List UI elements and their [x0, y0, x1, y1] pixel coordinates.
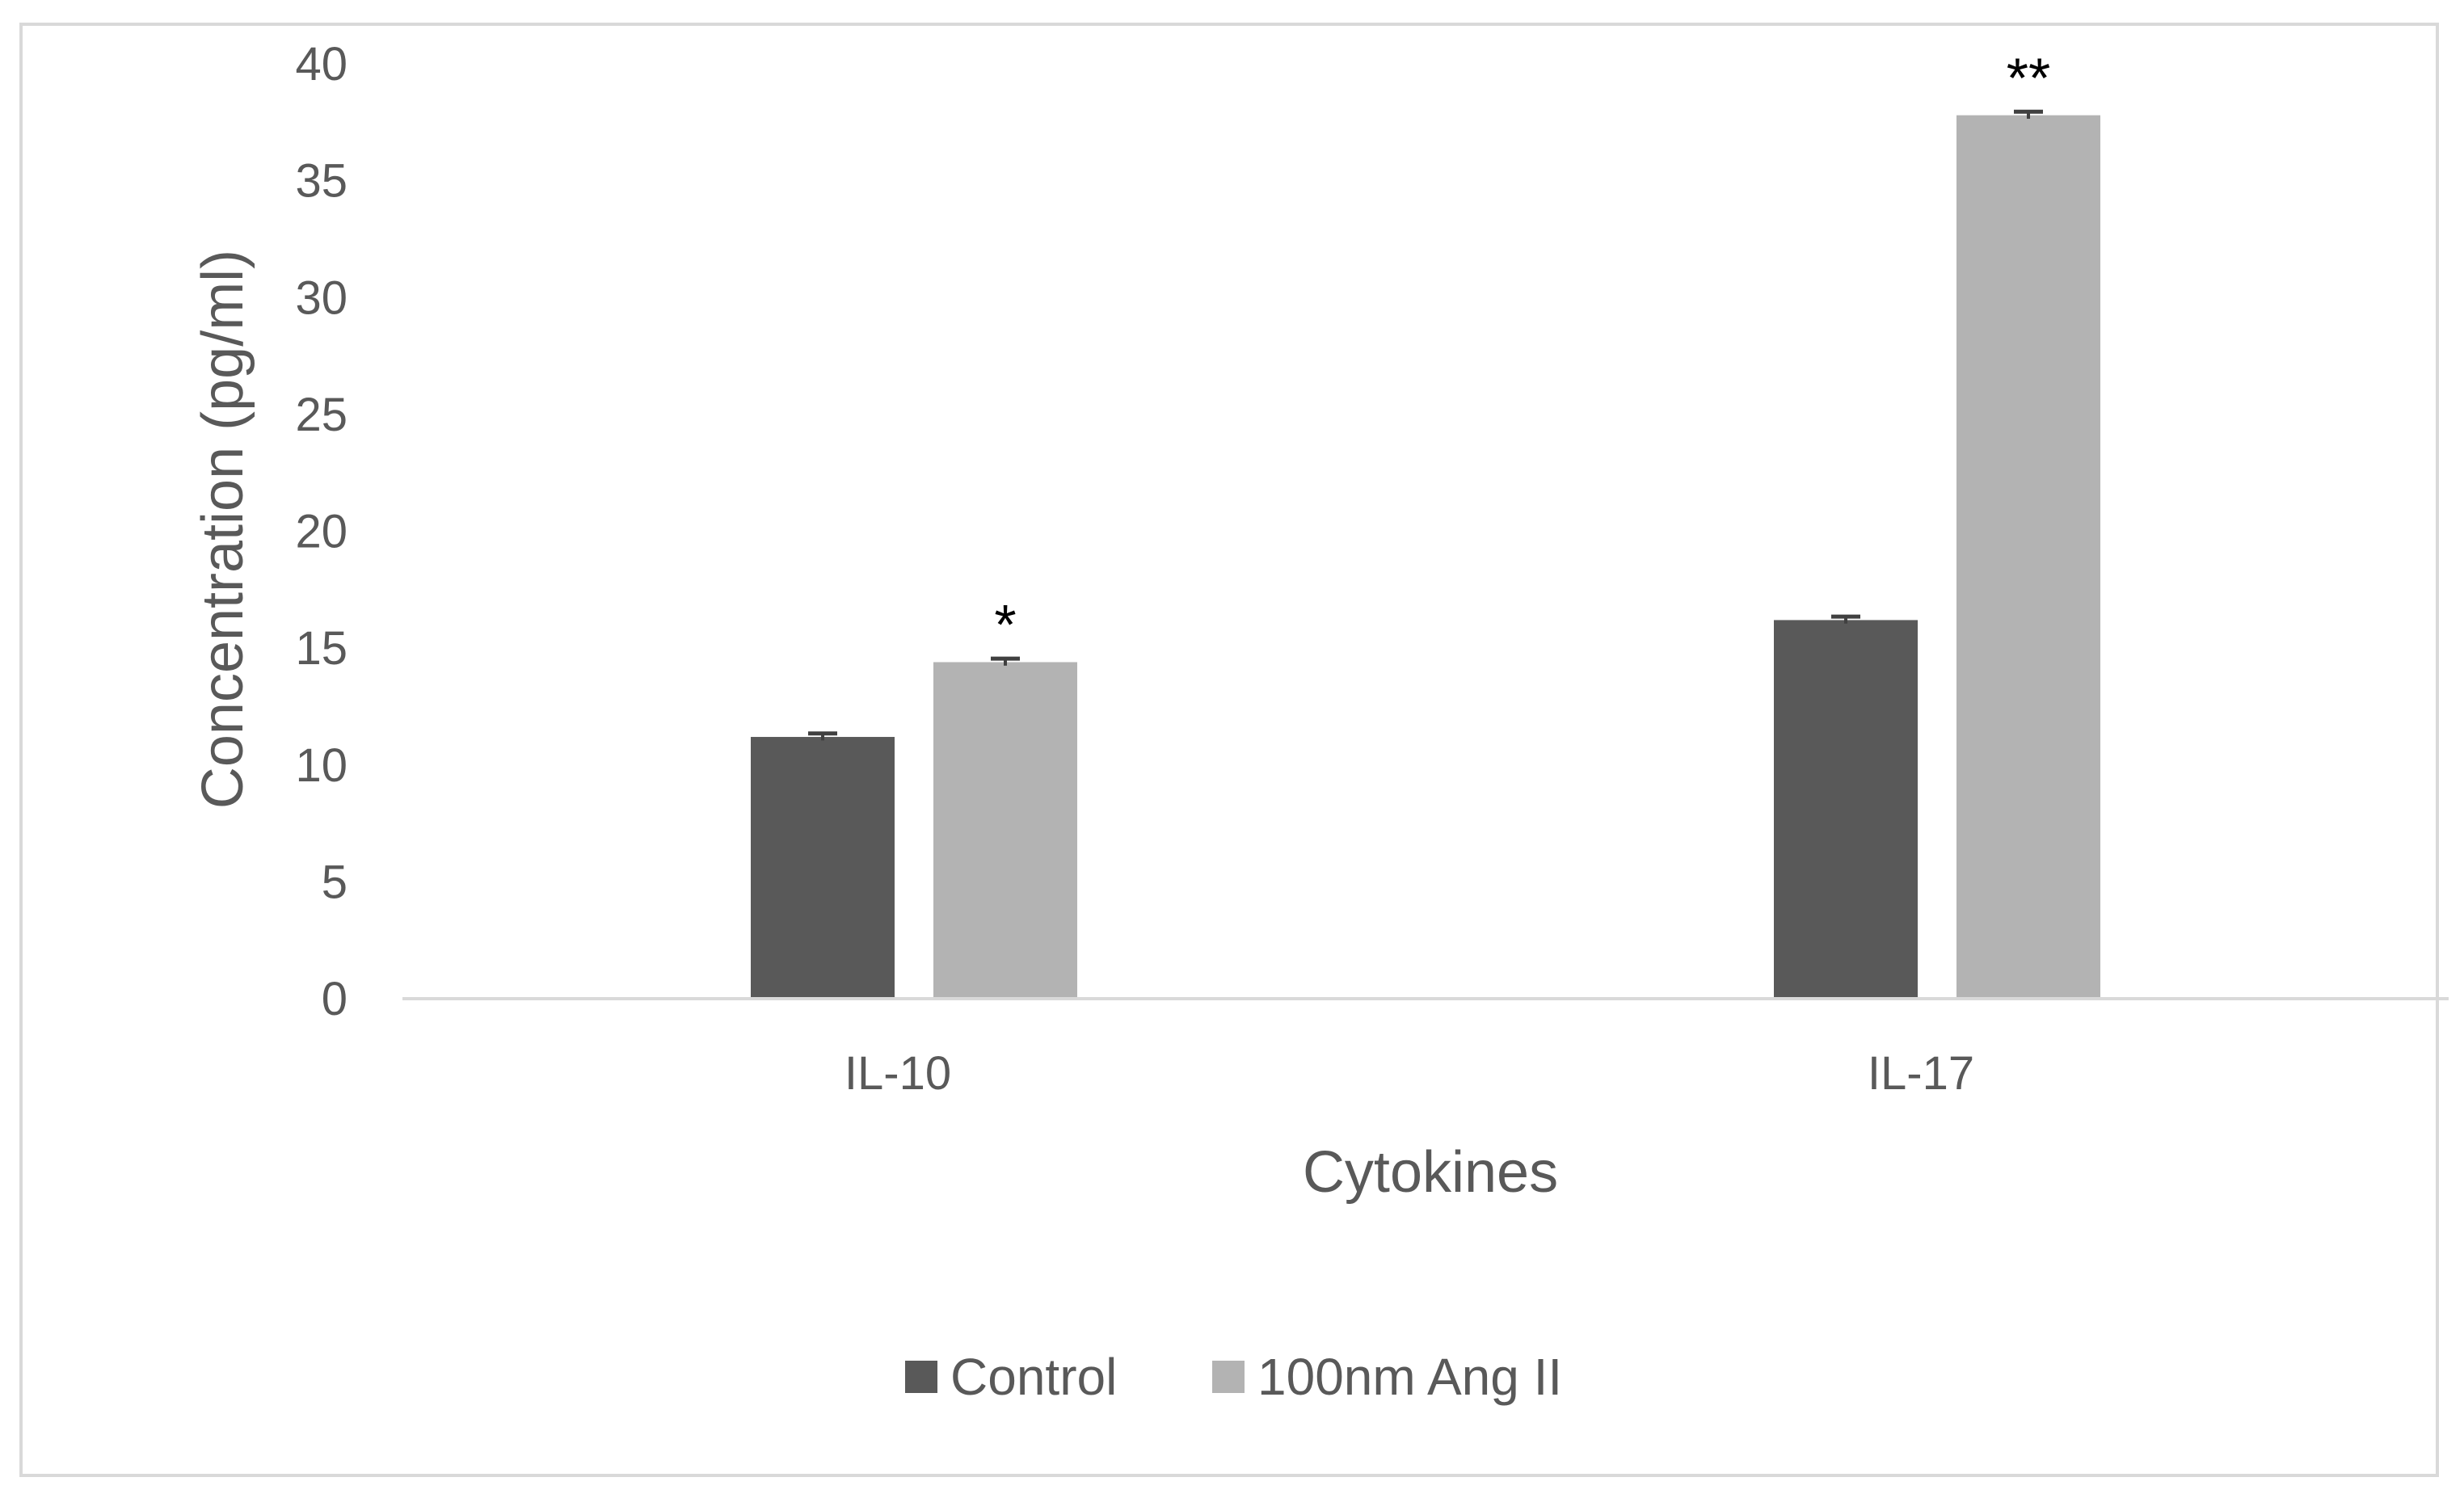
y-tick-label: 5 — [322, 856, 347, 908]
y-axis-ticks: 0 5 10 15 20 25 30 35 40 — [295, 38, 347, 1025]
x-tick-label: IL-10 — [844, 1047, 951, 1100]
y-tick-label: 0 — [322, 973, 347, 1025]
bar-control-il-10 — [751, 737, 895, 999]
x-axis-title: Cytokines — [1303, 1140, 1558, 1205]
bar-control-il-17 — [1774, 620, 1918, 999]
x-axis-ticks: IL-10 IL-17 — [844, 1047, 1974, 1100]
x-tick-label: IL-17 — [1868, 1047, 1974, 1100]
y-tick-label: 30 — [295, 271, 347, 324]
bar-100nm-ang-ii-il-17 — [1956, 115, 2100, 999]
significance-label: ** — [2007, 46, 2050, 109]
significance-label: * — [994, 593, 1016, 656]
y-tick-label: 25 — [295, 389, 347, 441]
legend-swatch — [905, 1361, 937, 1393]
legend-label: 100nm Ang II — [1257, 1348, 1562, 1406]
legend: Control 100nm Ang II — [905, 1348, 1562, 1406]
bars: *** — [751, 46, 2100, 999]
y-tick-label: 35 — [295, 155, 347, 208]
bar-100nm-ang-ii-il-10 — [933, 662, 1077, 999]
y-axis-title: Concentration (pg/ml) — [191, 250, 255, 809]
legend-swatch — [1212, 1361, 1245, 1393]
legend-label: Control — [950, 1348, 1117, 1406]
y-tick-label: 20 — [295, 506, 347, 558]
y-tick-label: 40 — [295, 38, 347, 90]
y-tick-label: 10 — [295, 739, 347, 792]
y-tick-label: 15 — [295, 622, 347, 675]
